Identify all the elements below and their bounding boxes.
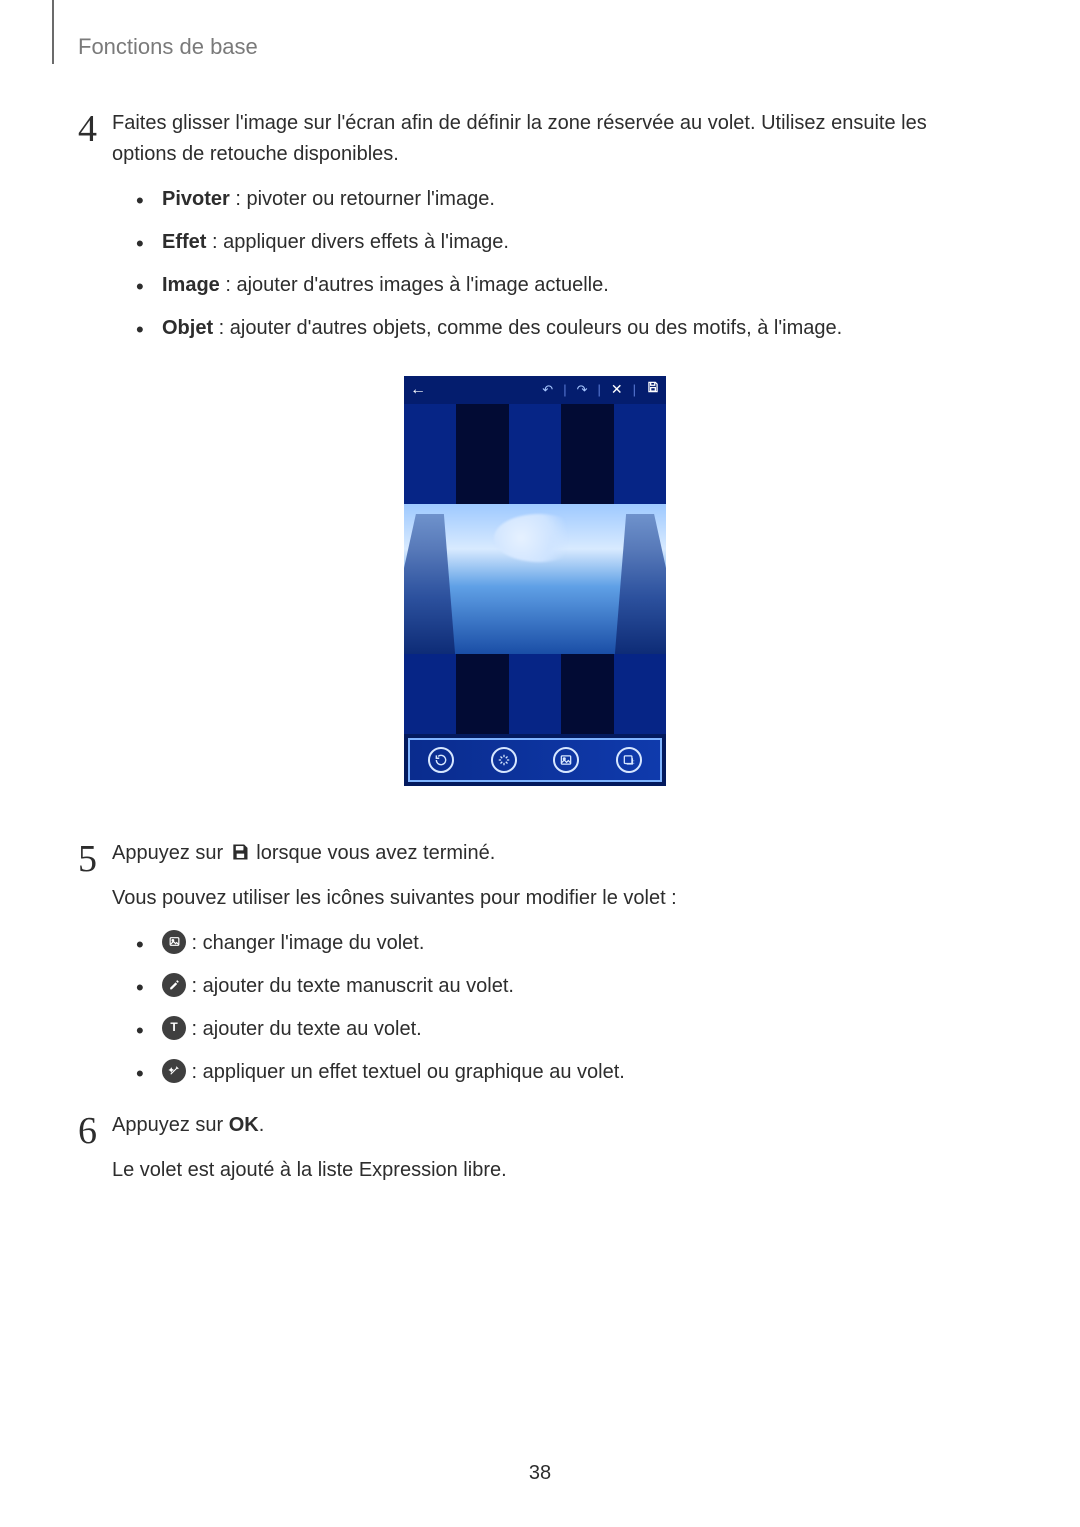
step-5-bullets: : changer l'image du volet. : ajouter du… xyxy=(112,928,677,1088)
device-top-icons: ↶ | ↷ | ✕ | xyxy=(542,379,660,401)
step-6-body: Appuyez sur OK. Le volet est ajouté à la… xyxy=(112,1110,507,1200)
device-toolbar xyxy=(408,738,662,782)
bullet-effet-text: : appliquer divers effets à l'image. xyxy=(206,231,509,253)
bullet-effet-label: Effet xyxy=(162,231,206,253)
pen-icon xyxy=(162,973,186,997)
step-4-bullets: Pivoter : pivoter ou retourner l'image. … xyxy=(112,184,958,344)
step-5-line1: Appuyez sur lorsque vous avez terminé. xyxy=(112,838,677,869)
spark-icon xyxy=(162,1059,186,1083)
section-rule xyxy=(52,0,54,64)
bullet-effect: : appliquer un effet textuel ou graphiqu… xyxy=(136,1057,677,1088)
bullet-pivoter-text: : pivoter ou retourner l'image. xyxy=(230,188,495,210)
divider-icon: | xyxy=(563,380,566,400)
bullet-effet: Effet : appliquer divers effets à l'imag… xyxy=(136,227,958,258)
step-6-ok-label: OK xyxy=(229,1114,259,1136)
device-screenshot-wrap: ← ↶ | ↷ | ✕ | xyxy=(112,376,958,786)
step-5-body: Appuyez sur lorsque vous avez terminé. V… xyxy=(112,838,677,1102)
save-icon xyxy=(229,841,251,863)
step-5-line2: Vous pouvez utiliser les icônes suivante… xyxy=(112,883,677,914)
step-4-body: Faites glisser l'image sur l'écran afin … xyxy=(112,108,958,830)
bullet-pivoter: Pivoter : pivoter ou retourner l'image. xyxy=(136,184,958,215)
bullet-image: Image : ajouter d'autres images à l'imag… xyxy=(136,270,958,301)
bullet-image-text: : ajouter d'autres images à l'image actu… xyxy=(220,274,609,296)
step-5-line1-a: Appuyez sur xyxy=(112,842,229,864)
divider-icon: | xyxy=(597,380,600,400)
close-icon: ✕ xyxy=(611,379,623,401)
back-icon: ← xyxy=(410,378,426,403)
content-body: 4 Faites glisser l'image sur l'écran afi… xyxy=(78,108,958,1208)
image-icon xyxy=(162,930,186,954)
bullet-handwrite: : ajouter du texte manuscrit au volet. xyxy=(136,971,677,1002)
step-5-number: 5 xyxy=(78,838,112,1102)
bullet-change-image-text: : changer l'image du volet. xyxy=(186,932,424,954)
step-6-line1-c: . xyxy=(259,1114,265,1136)
step-4-intro: Faites glisser l'image sur l'écran afin … xyxy=(112,108,958,170)
bullet-change-image: : changer l'image du volet. xyxy=(136,928,677,959)
step-4-number: 4 xyxy=(78,108,112,830)
device-topbar: ← ↶ | ↷ | ✕ | xyxy=(404,376,666,404)
divider-icon: | xyxy=(633,380,636,400)
undo-icon: ↶ xyxy=(542,380,553,400)
step-5-line1-b: lorsque vous avez terminé. xyxy=(256,842,495,864)
save-icon xyxy=(646,380,660,400)
step-6-line2: Le volet est ajouté à la liste Expressio… xyxy=(112,1155,507,1186)
step-6: 6 Appuyez sur OK. Le volet est ajouté à … xyxy=(78,1110,958,1200)
bullet-objet: Objet : ajouter d'autres objets, comme d… xyxy=(136,313,958,344)
step-4: 4 Faites glisser l'image sur l'écran afi… xyxy=(78,108,958,830)
bullet-image-label: Image xyxy=(162,274,220,296)
bullet-objet-label: Objet xyxy=(162,317,213,339)
wand-tool-icon xyxy=(491,747,517,773)
image-tool-icon xyxy=(553,747,579,773)
bullet-effect-text: : appliquer un effet textuel ou graphiqu… xyxy=(186,1061,625,1083)
rotate-tool-icon xyxy=(428,747,454,773)
device-cloud xyxy=(494,514,584,562)
object-tool-icon xyxy=(616,747,642,773)
device-canvas xyxy=(404,404,666,734)
text-icon: T xyxy=(162,1016,186,1040)
step-6-line1: Appuyez sur OK. xyxy=(112,1110,507,1141)
step-6-line1-a: Appuyez sur xyxy=(112,1114,229,1136)
bullet-objet-text: : ajouter d'autres objets, comme des cou… xyxy=(213,317,842,339)
page-number: 38 xyxy=(0,1462,1080,1485)
redo-icon: ↷ xyxy=(577,380,588,400)
bullet-text-text: : ajouter du texte au volet. xyxy=(186,1018,422,1040)
bullet-handwrite-text: : ajouter du texte manuscrit au volet. xyxy=(186,975,514,997)
step-5: 5 Appuyez sur lorsque vous avez terminé.… xyxy=(78,838,958,1102)
step-6-number: 6 xyxy=(78,1110,112,1200)
device-screenshot: ← ↶ | ↷ | ✕ | xyxy=(404,376,666,786)
bullet-pivoter-label: Pivoter xyxy=(162,188,230,210)
bullet-text: T : ajouter du texte au volet. xyxy=(136,1014,677,1045)
page-title: Fonctions de base xyxy=(78,34,258,60)
